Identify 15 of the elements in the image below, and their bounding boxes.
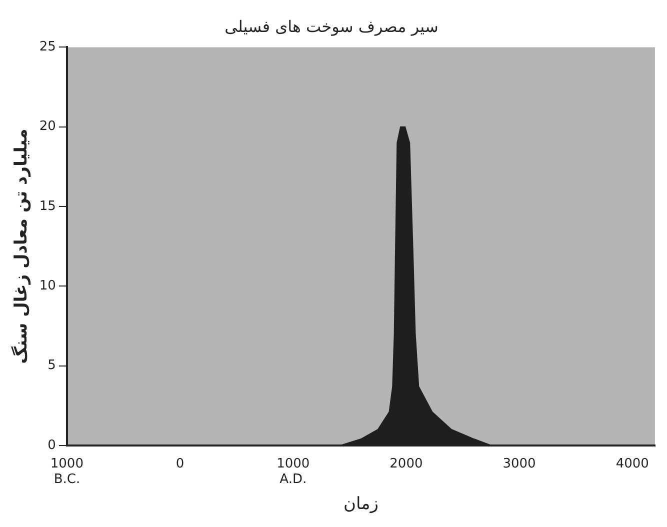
x-tick-label: 0 [176,456,184,472]
y-tick-label: 0 [48,438,56,453]
y-tick-label: 20 [39,119,56,134]
y-tick-label: 5 [48,358,56,374]
x-tick-label: 2000 [390,456,423,472]
y-tick-label: 15 [39,198,56,214]
x-tick-label: 4000 [616,456,649,472]
x-tick-label: 1000 A.D. [276,456,310,488]
x-axis-title: زمان [343,494,378,514]
y-tick-label: 10 [39,278,56,294]
y-axis-title: میلیارد تن معادل زغال سنگ [10,128,32,364]
chart-title: سیر مصرف سوخت های فسیلی [224,16,438,36]
x-tick-label: 3000 [502,456,536,472]
y-tick-label: 25 [39,40,56,55]
x-tick-label: 1000 B.C. [50,456,84,488]
